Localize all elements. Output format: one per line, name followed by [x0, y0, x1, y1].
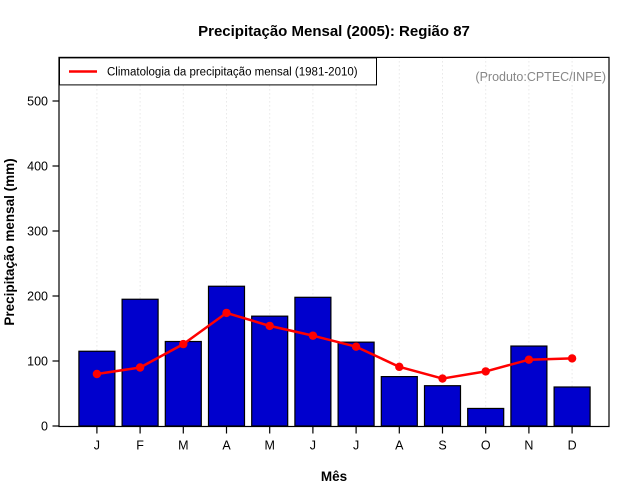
climatology-point-9	[438, 374, 447, 383]
bar-M-5	[251, 315, 289, 427]
climatology-point-2	[135, 363, 145, 372]
bar-J-7	[337, 341, 375, 427]
bar-M-3	[164, 340, 202, 427]
x-tick-label-4: A	[222, 439, 231, 453]
bar-J-6	[294, 296, 332, 427]
legend: Climatologia da precipitação mensal (198…	[59, 57, 377, 86]
climatology-point-1	[92, 369, 102, 379]
x-tick-label-11: N	[524, 439, 533, 453]
product-annotation: (Produto:CPTEC/INPE)	[475, 70, 606, 84]
climatology-line-series	[92, 308, 577, 383]
climatology-point-4	[222, 308, 231, 318]
x-tick-label-8: A	[395, 439, 404, 453]
bar-series	[78, 285, 591, 427]
bar-D-12	[553, 386, 591, 427]
x-tick-label-12: D	[568, 439, 577, 453]
bar-A-8	[380, 376, 418, 427]
y-axis-label: Precipitação mensal (mm)	[2, 158, 17, 325]
x-tick-label-7: J	[353, 439, 359, 453]
x-tick-label-6: J	[310, 439, 316, 453]
climatology-point-3	[179, 339, 188, 349]
y-tick-label-0: 0	[41, 419, 48, 433]
x-tick-label-1: J	[94, 439, 100, 453]
legend-entry-climatology: Climatologia da precipitação mensal (198…	[107, 67, 358, 79]
bar-S-9	[423, 385, 462, 427]
legend-box	[59, 57, 377, 86]
climatology-point-7	[351, 342, 361, 351]
x-axis-label: Mês	[321, 469, 347, 484]
y-tick-label-200: 200	[27, 289, 48, 303]
bar-A-4	[207, 285, 246, 427]
x-tick-label-2: F	[136, 439, 144, 453]
y-tick-label-300: 300	[27, 224, 48, 238]
climatology-line	[95, 311, 574, 380]
x-tick-label-10: O	[481, 439, 491, 453]
chart-title: Precipitação Mensal (2005): Região 87	[198, 23, 470, 40]
x-tick-label-9: S	[438, 439, 446, 453]
climatology-point-5	[265, 321, 274, 331]
y-tick-label-400: 400	[27, 159, 48, 173]
y-tick-label-100: 100	[27, 354, 48, 368]
x-tick-label-5: M	[264, 439, 274, 453]
y-tick-label-500: 500	[27, 94, 48, 108]
bar-J-1	[78, 350, 116, 427]
climatology-point-12	[567, 354, 577, 363]
x-tick-label-3: M	[178, 439, 188, 453]
gridlines	[96, 57, 573, 427]
axis-ticks: 0 100 200 300 400 500 J F M A M J J A S O N D	[27, 94, 576, 452]
bar-O-10	[467, 407, 505, 427]
bar-F-2	[121, 298, 159, 427]
climatology-point-10	[481, 367, 490, 376]
climatology-point-6	[308, 331, 318, 340]
climatology-point-8	[395, 362, 404, 372]
climatology-point-11	[524, 355, 534, 364]
